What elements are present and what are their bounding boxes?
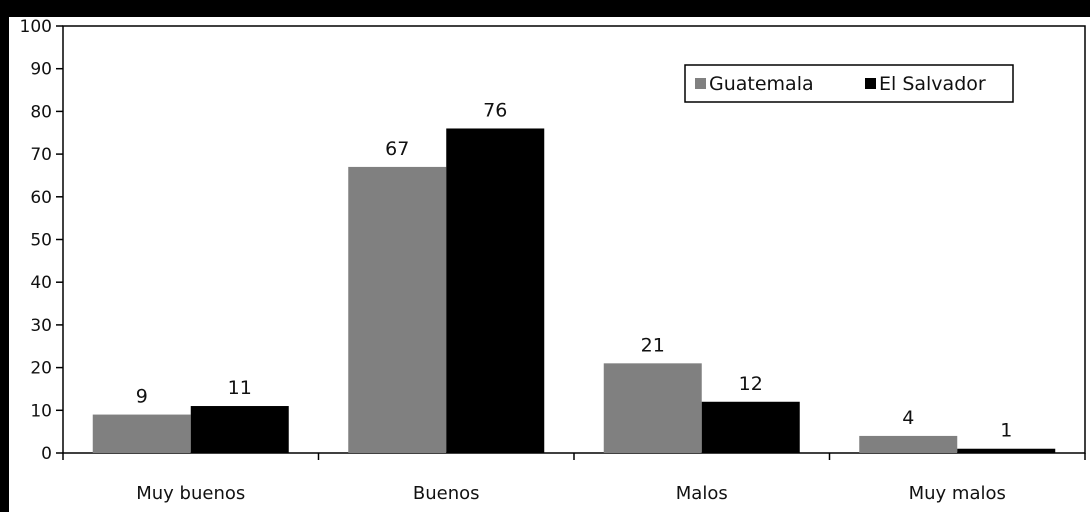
y-tick-label: 10 [30, 401, 52, 421]
legend-swatch [865, 78, 876, 89]
legend-label: El Salvador [879, 73, 986, 95]
data-label: 1 [1000, 420, 1012, 442]
category-label: Malos [676, 483, 728, 504]
data-label: 4 [902, 407, 914, 429]
data-label: 67 [385, 138, 409, 160]
legend: Guatemala El Salvador [684, 64, 1014, 103]
y-axis: 0 10 20 30 40 50 60 70 80 90 100 [20, 17, 63, 464]
bar-guatemala [859, 435, 958, 453]
data-label: 21 [641, 334, 665, 356]
data-label: 76 [483, 99, 507, 121]
y-tick-label: 40 [30, 273, 52, 293]
x-axis [62, 453, 1086, 460]
category-labels: Muy buenos Buenos Malos Muy malos [136, 483, 1006, 504]
y-tick-label: 90 [30, 60, 52, 80]
y-tick-label: 70 [30, 145, 52, 165]
bars [92, 128, 1056, 453]
data-label: 12 [739, 373, 763, 395]
category-label: Buenos [413, 483, 480, 504]
data-label: 9 [136, 386, 148, 408]
category-label: Muy malos [909, 483, 1006, 504]
data-label: 11 [228, 377, 252, 399]
y-tick-label: 100 [20, 17, 52, 37]
y-tick-label: 50 [30, 231, 52, 251]
y-tick-label: 20 [30, 359, 52, 379]
bar-el-salvador [190, 406, 289, 453]
data-labels: 9 11 67 76 21 12 4 1 [136, 99, 1013, 441]
legend-swatch [695, 78, 706, 89]
legend-box [684, 64, 1014, 103]
y-tick-label: 30 [30, 316, 52, 336]
bar-guatemala [348, 166, 447, 453]
y-tick-label: 60 [30, 188, 52, 208]
legend-label: Guatemala [709, 73, 814, 95]
bar-guatemala [603, 363, 702, 453]
bar-chart: 0 10 20 30 40 50 60 70 80 90 100 9 11 67 76 21 12 4 1 Muy… [20, 17, 1086, 504]
y-tick-label: 80 [30, 102, 52, 122]
chart-frame: 0 10 20 30 40 50 60 70 80 90 100 9 11 67 76 21 12 4 1 Muy… [9, 17, 1090, 512]
category-label: Muy buenos [136, 483, 245, 504]
bar-el-salvador [701, 401, 800, 453]
bar-guatemala [92, 414, 191, 453]
y-tick-label: 0 [41, 444, 52, 464]
bar-el-salvador [957, 448, 1056, 453]
bar-el-salvador [446, 128, 545, 453]
